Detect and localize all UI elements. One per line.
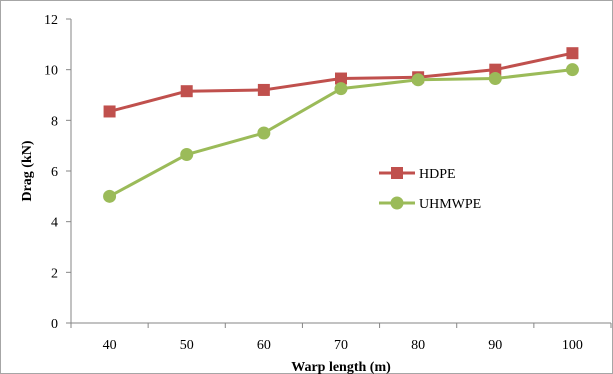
y-tick-label: 8 xyxy=(51,114,58,129)
legend-item-uhmwpe: UHMWPE xyxy=(379,196,481,212)
x-tick-label: 90 xyxy=(488,338,502,353)
legend-marker-hdpe xyxy=(391,167,403,179)
data-point-uhmwpe xyxy=(488,72,502,86)
legend-label-hdpe: HDPE xyxy=(419,167,456,182)
x-tick-labels: 40 50 60 70 80 90 100 xyxy=(103,338,583,353)
x-tick-label: 70 xyxy=(334,338,348,353)
data-point-uhmwpe xyxy=(334,82,348,96)
series-uhmwpe xyxy=(103,63,579,203)
data-point-uhmwpe xyxy=(180,148,194,162)
data-point-hdpe xyxy=(180,85,193,98)
data-point-hdpe xyxy=(489,63,502,76)
data-point-uhmwpe xyxy=(257,126,271,140)
legend: HDPE UHMWPE xyxy=(379,167,481,212)
x-tick-label: 60 xyxy=(257,338,271,353)
axes xyxy=(66,18,612,328)
y-tick-label: 0 xyxy=(51,317,58,332)
legend-item-hdpe: HDPE xyxy=(379,167,456,182)
x-tick-label: 40 xyxy=(103,338,117,353)
data-point-uhmwpe xyxy=(103,189,117,203)
data-point-hdpe xyxy=(335,72,347,85)
y-axis-title: Drag (kN) xyxy=(20,140,35,201)
legend-marker-uhmwpe xyxy=(390,196,404,210)
y-tick-label: 12 xyxy=(44,13,58,28)
data-point-uhmwpe xyxy=(411,73,425,87)
x-tick-label: 100 xyxy=(562,338,583,353)
data-point-uhmwpe xyxy=(565,63,579,77)
legend-label-uhmwpe: UHMWPE xyxy=(419,197,481,212)
y-tick-label: 2 xyxy=(51,266,58,281)
series-layer xyxy=(103,47,579,203)
x-axis-title: Warp length (m) xyxy=(291,360,391,374)
x-tick-label: 50 xyxy=(180,338,194,353)
x-tick-label: 80 xyxy=(411,338,425,353)
data-point-hdpe xyxy=(257,83,270,96)
y-tick-label: 6 xyxy=(51,165,58,180)
y-tick-label: 10 xyxy=(44,64,58,79)
data-point-hdpe xyxy=(103,105,116,118)
y-tick-label: 4 xyxy=(51,216,58,231)
y-tick-labels: 0 2 4 6 8 10 12 xyxy=(44,13,58,332)
data-point-hdpe xyxy=(566,47,579,60)
